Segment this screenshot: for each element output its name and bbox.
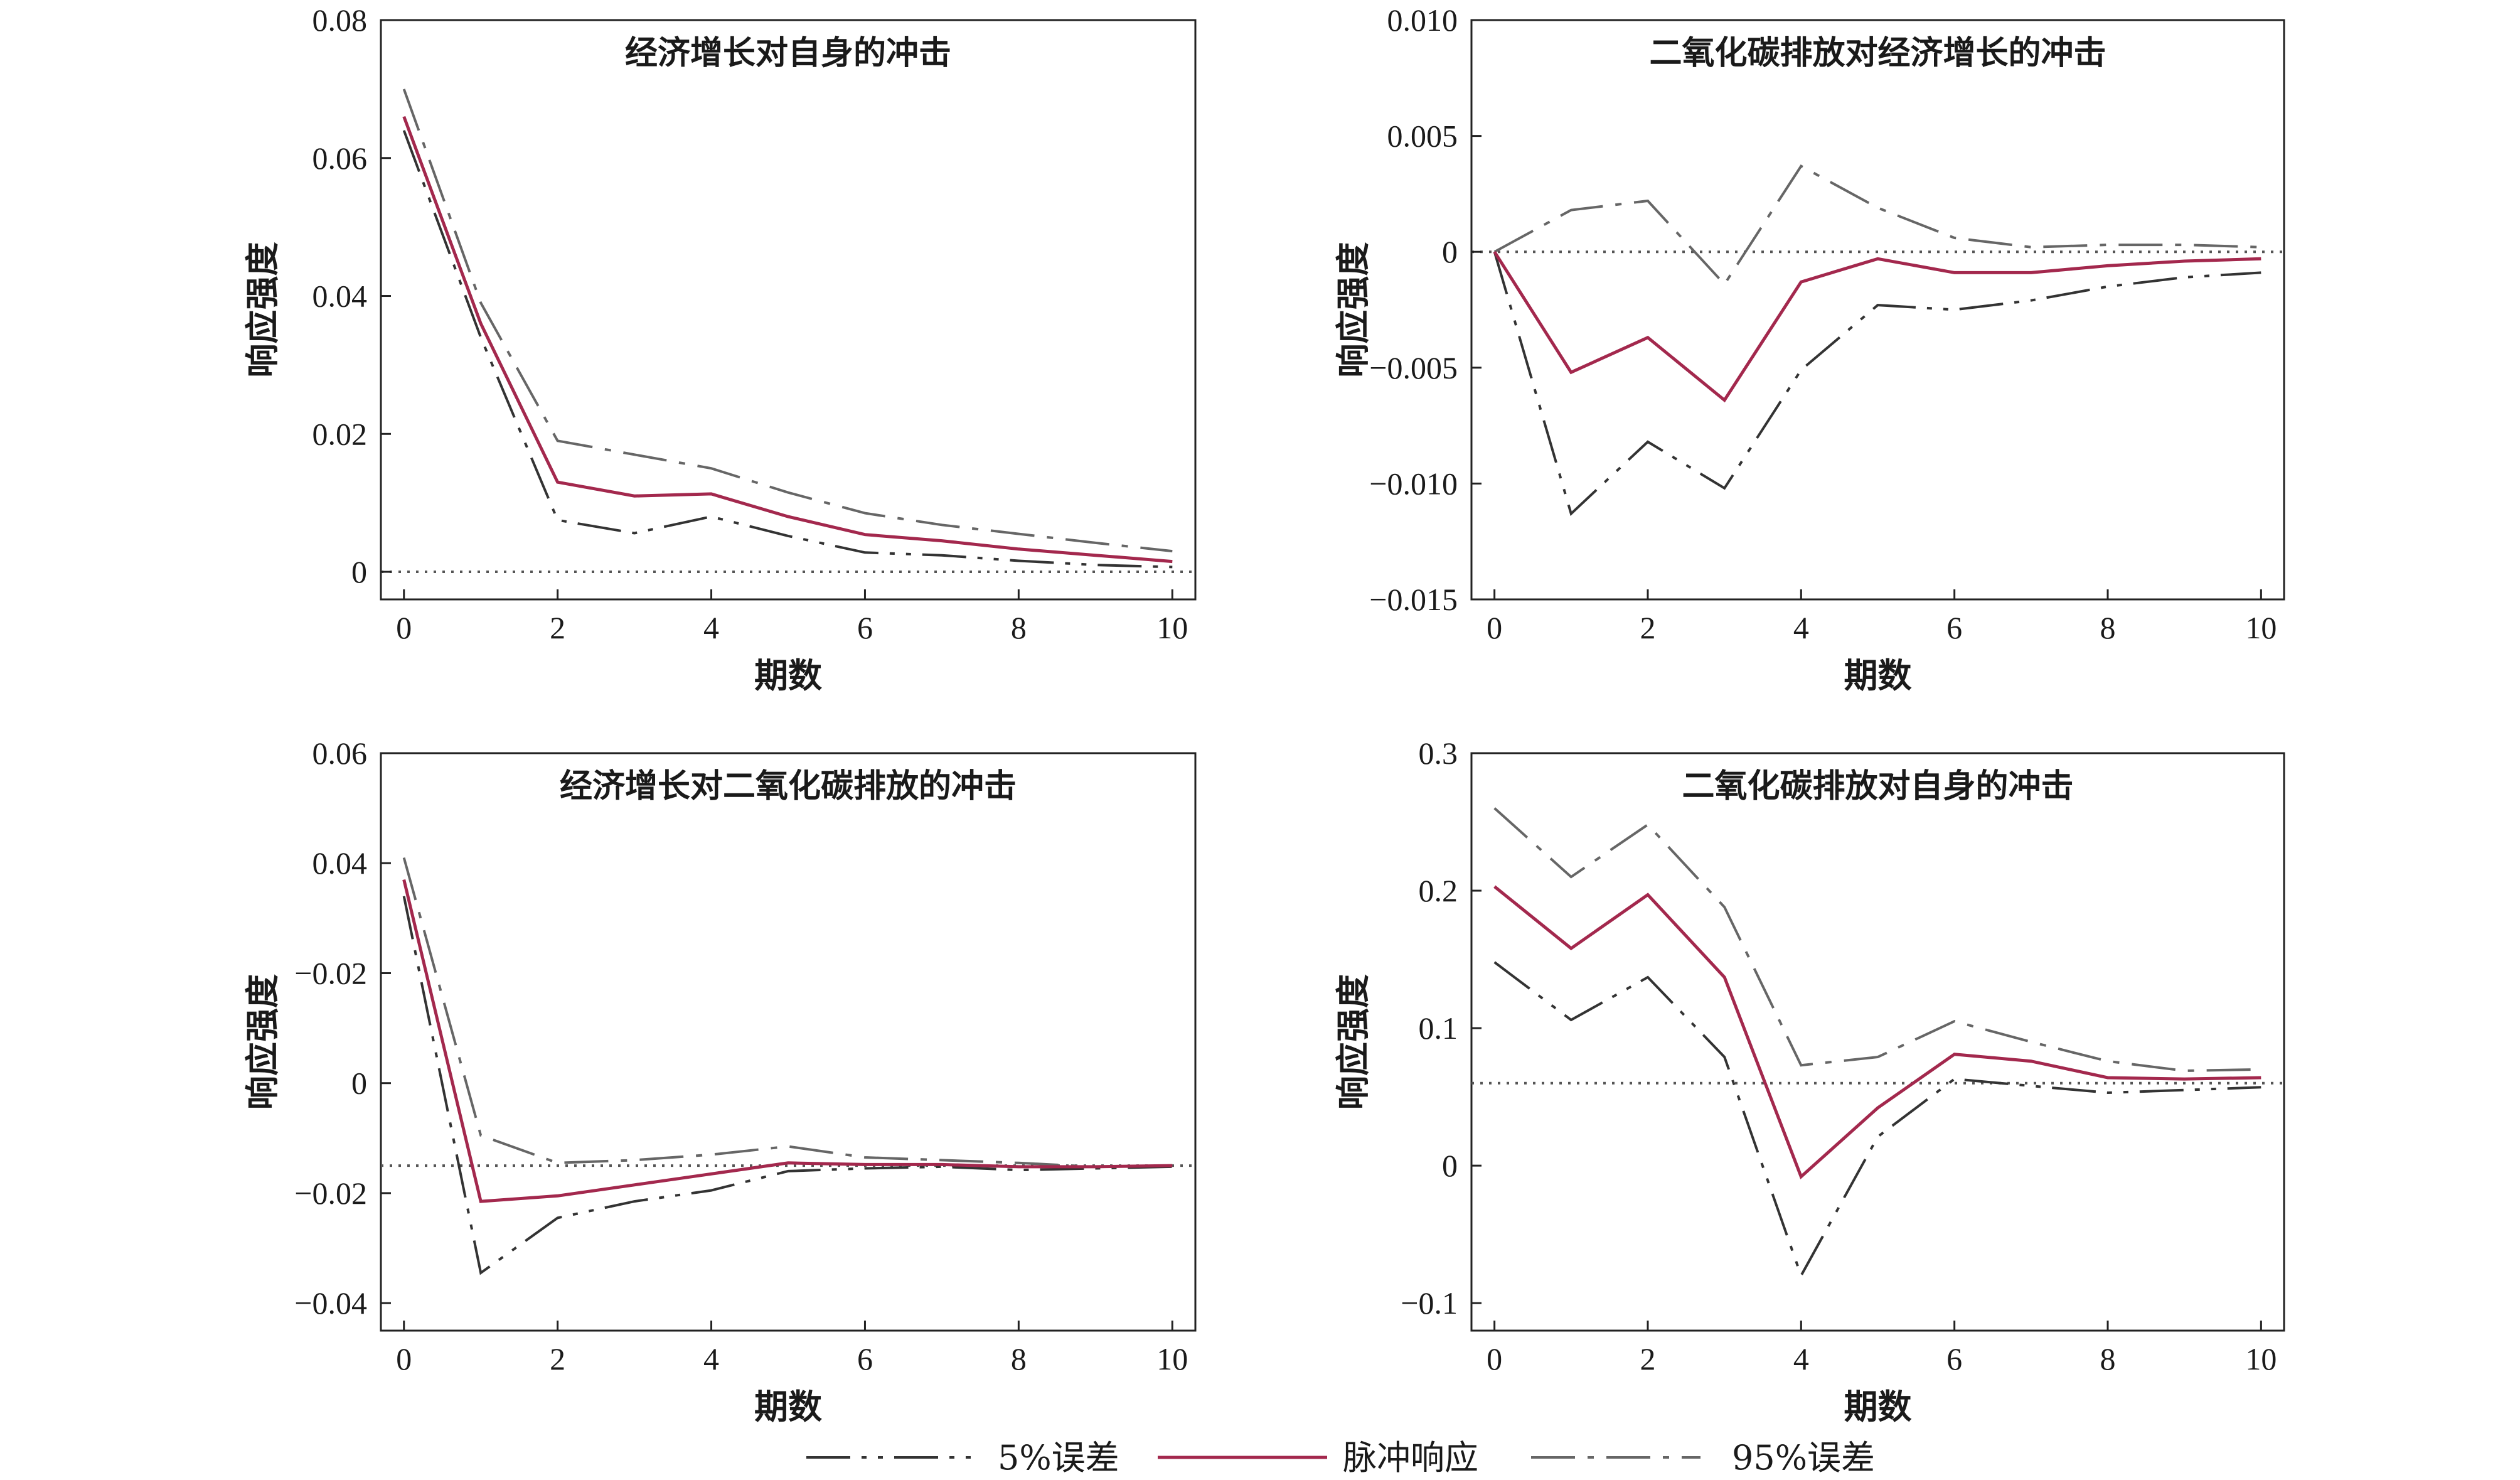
series-line-irf: [402, 879, 1173, 1203]
x-tick-label: 8: [1011, 610, 1027, 645]
y-tick-label: 0.2: [1419, 873, 1458, 908]
legend-label-irf: 脉冲响应: [1343, 1438, 1478, 1477]
series-line-irf: [1493, 885, 2261, 1179]
x-tick-label: 0: [1487, 1341, 1502, 1376]
chart-panel-3: 0 2 4 6 8 10 −0.04 −0.02 0 −0.02 0.04 0.06 经济增长对二氧化碳…: [242, 736, 1197, 1427]
y-tick-label: 0.1: [1419, 1011, 1458, 1046]
y-axis-label: 响应强度: [1333, 974, 1373, 1110]
x-tick-label: 6: [857, 1341, 873, 1376]
x-tick-label: 6: [1946, 1341, 1962, 1376]
series-line-lower: [1493, 961, 2261, 1279]
y-tick-label: −0.02: [294, 955, 367, 990]
series-line-irf: [1493, 250, 2261, 403]
y-tick-label: 0: [351, 554, 367, 589]
x-axis-label: 期数: [1844, 655, 1912, 695]
y-tick-label: 0: [351, 1066, 367, 1101]
y-tick-label: 0.005: [1387, 119, 1458, 154]
y-tick-label: −0.010: [1369, 466, 1458, 501]
x-axis-label: 期数: [754, 655, 822, 695]
x-tick-label: 10: [2245, 610, 2277, 645]
x-tick-label: 10: [1156, 1341, 1188, 1376]
y-axis-label: 响应强度: [1333, 242, 1373, 378]
x-tick-label: 6: [857, 610, 873, 645]
x-tick-label: 8: [1011, 1341, 1027, 1376]
y-tick-label: −0.005: [1369, 350, 1458, 385]
x-axis-label: 期数: [1844, 1386, 1912, 1427]
chart-title: 经济增长对自身的冲击: [625, 34, 951, 72]
y-tick-label: 0.010: [1387, 3, 1458, 38]
y-tick-label: 0: [1442, 234, 1458, 269]
x-axis-label: 期数: [754, 1386, 822, 1427]
y-tick-label: −0.1: [1401, 1285, 1458, 1321]
chart-title: 经济增长对二氧化碳排放的冲击: [560, 767, 1017, 805]
x-tick-label: 0: [1487, 610, 1502, 645]
x-tick-label: 4: [703, 610, 719, 645]
x-tick-label: 2: [550, 1341, 565, 1376]
legend-label-lower: 5%误差: [998, 1438, 1119, 1477]
x-tick-label: 2: [1640, 610, 1655, 645]
chart-panel-2: 0 2 4 6 8 10 −0.015 −0.010 −0.005 0 0.005 0.010 二氧化碳…: [1333, 3, 2285, 695]
y-tick-label: −0.015: [1369, 582, 1458, 617]
chart-title: 二氧化碳排放对经济增长的冲击: [1649, 34, 2106, 72]
y-tick-label: 0.04: [312, 279, 368, 314]
y-tick-label: 0.08: [312, 3, 368, 38]
x-tick-label: 2: [550, 610, 565, 645]
y-tick-label: 0.3: [1419, 736, 1458, 771]
y-tick-label: 0: [1442, 1148, 1458, 1183]
x-tick-label: 2: [1640, 1341, 1655, 1376]
series-line-upper: [1493, 164, 2261, 287]
series-line-lower: [402, 130, 1173, 569]
series-line-lower: [402, 896, 1173, 1275]
y-tick-label: −0.04: [294, 1285, 367, 1321]
series-line-upper: [402, 88, 1173, 553]
series-line-irf: [402, 115, 1173, 564]
y-axis-label: 响应强度: [242, 242, 282, 378]
series-line-lower: [1493, 251, 2261, 517]
y-tick-label: 0.04: [312, 845, 368, 881]
y-tick-label: −0.02: [294, 1176, 367, 1211]
x-tick-label: 0: [396, 610, 412, 645]
y-axis-label: 响应强度: [242, 974, 282, 1110]
y-tick-label: 0.06: [312, 736, 368, 771]
x-tick-label: 6: [1946, 610, 1962, 645]
x-tick-label: 10: [1156, 610, 1188, 645]
y-tick-label: 0.02: [312, 416, 368, 451]
chart-title: 二氧化碳排放对自身的冲击: [1682, 767, 2073, 805]
x-tick-label: 8: [2100, 1341, 2116, 1376]
x-tick-label: 4: [1793, 1341, 1809, 1376]
x-tick-label: 8: [2100, 610, 2116, 645]
series-line-upper: [402, 857, 1173, 1168]
plot-frame: [380, 19, 1197, 601]
x-tick-label: 10: [2245, 1341, 2277, 1376]
series-line-upper: [1493, 807, 2261, 1073]
x-tick-label: 4: [703, 1341, 719, 1376]
plot-frame: [380, 752, 1197, 1332]
legend-label-upper: 95%误差: [1732, 1438, 1875, 1477]
x-tick-label: 0: [396, 1341, 412, 1376]
plot-frame: [1470, 752, 2285, 1332]
plot-frame: [1470, 19, 2285, 601]
y-tick-label: 0.06: [312, 141, 368, 176]
legend: 5%误差 脉冲响应 95%误差: [806, 1438, 1875, 1477]
x-tick-label: 4: [1793, 610, 1809, 645]
